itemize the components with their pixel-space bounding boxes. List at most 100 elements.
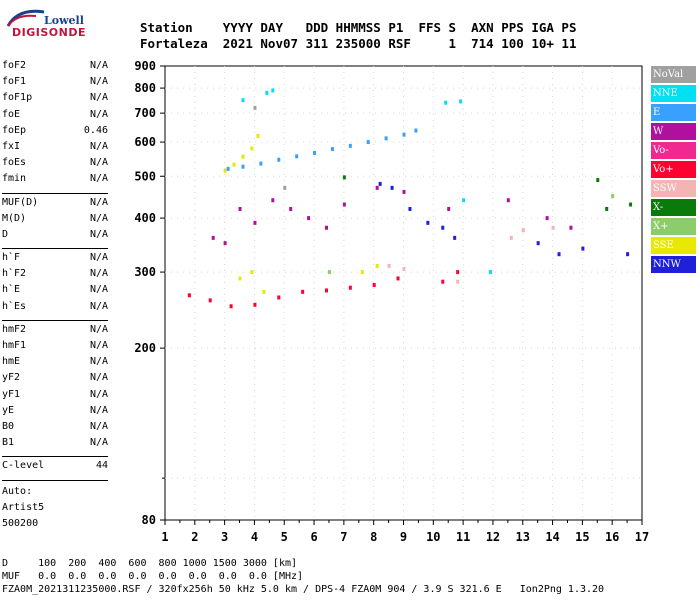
param-row-md: M(D) N/A bbox=[2, 213, 108, 229]
param-name: h`F2 bbox=[2, 268, 27, 280]
param-row-mufd: MUF(D) N/A bbox=[2, 197, 108, 213]
x-tick-label: 5 bbox=[281, 530, 288, 544]
x-tick-label: 7 bbox=[340, 530, 347, 544]
param-value: N/A bbox=[89, 340, 108, 351]
x-tick-label: 8 bbox=[370, 530, 377, 544]
param-name: foF2 bbox=[2, 60, 27, 71]
param-name: fxI bbox=[2, 140, 21, 152]
echo-point-w bbox=[238, 206, 242, 211]
legend-item-nne: NNE bbox=[651, 85, 696, 102]
x-tick-label: 11 bbox=[456, 530, 470, 544]
param-value: N/A bbox=[89, 284, 108, 296]
legend-item-x-: X- bbox=[651, 199, 696, 216]
echo-point-nne bbox=[241, 98, 245, 103]
param-divider bbox=[2, 479, 108, 481]
echo-point-nnw bbox=[390, 185, 394, 190]
echo-point-e bbox=[366, 140, 370, 145]
echo-point-vo- bbox=[229, 304, 233, 309]
auto-version: 500200 bbox=[2, 518, 39, 529]
echo-point-sse bbox=[256, 133, 260, 138]
echo-point-e bbox=[295, 154, 299, 159]
param-value: N/A bbox=[89, 420, 108, 432]
echo-point-vo- bbox=[277, 295, 281, 300]
param-divider bbox=[2, 456, 108, 458]
echo-point-x- bbox=[629, 202, 633, 207]
echo-point-nnw bbox=[557, 252, 561, 257]
echo-point-x- bbox=[611, 194, 615, 199]
echo-point-nnw bbox=[378, 181, 382, 186]
param-name: h`Es bbox=[2, 300, 27, 312]
legend-item-nnw: NNW bbox=[651, 256, 696, 273]
x-tick-label: 13 bbox=[516, 530, 530, 544]
param-name: yE bbox=[2, 404, 15, 416]
y-tick-label: 300 bbox=[134, 265, 156, 279]
echo-point-w bbox=[271, 198, 275, 203]
echo-point-vo- bbox=[348, 285, 352, 290]
logo-arc-icon bbox=[6, 9, 45, 27]
y-tick-label: 500 bbox=[134, 169, 156, 183]
x-tick-label: 3 bbox=[221, 530, 228, 544]
echo-point-vo- bbox=[253, 302, 257, 307]
echo-point-w bbox=[569, 225, 573, 230]
x-tick-label: 14 bbox=[545, 530, 559, 544]
param-row-hf2: h`F2 N/A bbox=[2, 268, 108, 284]
param-row-d: D N/A bbox=[2, 229, 108, 245]
param-name: foE bbox=[2, 108, 21, 120]
echo-point-e bbox=[259, 161, 263, 166]
param-name: foEs bbox=[2, 157, 27, 169]
param-value: N/A bbox=[89, 173, 108, 185]
param-name: h`F bbox=[2, 252, 21, 264]
echo-point-nne bbox=[459, 99, 463, 104]
echo-point-sse bbox=[250, 146, 254, 151]
param-row-hmf1: hmF1 N/A bbox=[2, 340, 108, 356]
echo-point-nne bbox=[265, 90, 269, 95]
echo-point-w bbox=[402, 189, 406, 194]
echo-point-e bbox=[348, 143, 352, 148]
param-row-foes: foEs N/A bbox=[2, 157, 108, 173]
echo-point-w bbox=[211, 235, 215, 240]
echo-point-e bbox=[414, 128, 418, 133]
param-row-ye: yE N/A bbox=[2, 405, 108, 421]
y-tick-label: 200 bbox=[134, 341, 156, 355]
digisonde-logo: Lowell DIGISONDE bbox=[4, 4, 85, 44]
echo-point-w bbox=[223, 241, 227, 246]
echo-point-nnw bbox=[626, 252, 630, 257]
legend-item-x-: X+ bbox=[651, 218, 696, 235]
param-value: N/A bbox=[89, 108, 108, 120]
echo-point-sse bbox=[241, 154, 245, 159]
param-value: N/A bbox=[89, 404, 108, 416]
x-tick-label: 9 bbox=[400, 530, 407, 544]
station-header: Station YYYY DAY DDD HHMMSS P1 FFS S AXN… bbox=[140, 20, 577, 52]
auto-label: Auto: bbox=[2, 486, 33, 497]
param-value: N/A bbox=[89, 356, 108, 368]
logo-digisonde-text: DIGISONDE bbox=[12, 26, 86, 39]
param-value: N/A bbox=[89, 76, 108, 88]
x-tick-label: 17 bbox=[635, 530, 649, 544]
echo-point-vo- bbox=[187, 293, 191, 298]
echo-point-e bbox=[277, 157, 281, 162]
param-name: C-level bbox=[2, 460, 45, 472]
y-tick-label: 600 bbox=[134, 135, 156, 149]
param-name: yF1 bbox=[2, 388, 21, 400]
echo-point-nnw bbox=[408, 206, 412, 211]
param-value: N/A bbox=[89, 252, 108, 264]
param-value: N/A bbox=[89, 92, 108, 104]
param-name: B1 bbox=[2, 437, 15, 449]
legend-item-e: E bbox=[651, 104, 696, 121]
param-name: hmE bbox=[2, 356, 21, 368]
param-value: N/A bbox=[89, 372, 108, 384]
param-value: N/A bbox=[89, 228, 108, 240]
param-value: N/A bbox=[89, 140, 108, 152]
param-value: N/A bbox=[89, 388, 108, 400]
echo-point-ssw bbox=[521, 228, 525, 233]
x-tick-label: 15 bbox=[575, 530, 589, 544]
param-value: N/A bbox=[89, 60, 108, 71]
y-tick-label: 900 bbox=[134, 59, 156, 73]
x-tick-label: 12 bbox=[486, 530, 500, 544]
param-divider bbox=[2, 192, 108, 194]
param-row-hes: h`Es N/A bbox=[2, 301, 108, 317]
param-name: foF1p bbox=[2, 92, 33, 104]
x-tick-label: 4 bbox=[251, 530, 258, 544]
param-name: hmF1 bbox=[2, 340, 27, 351]
legend-item-vo-: Vo- bbox=[651, 142, 696, 159]
